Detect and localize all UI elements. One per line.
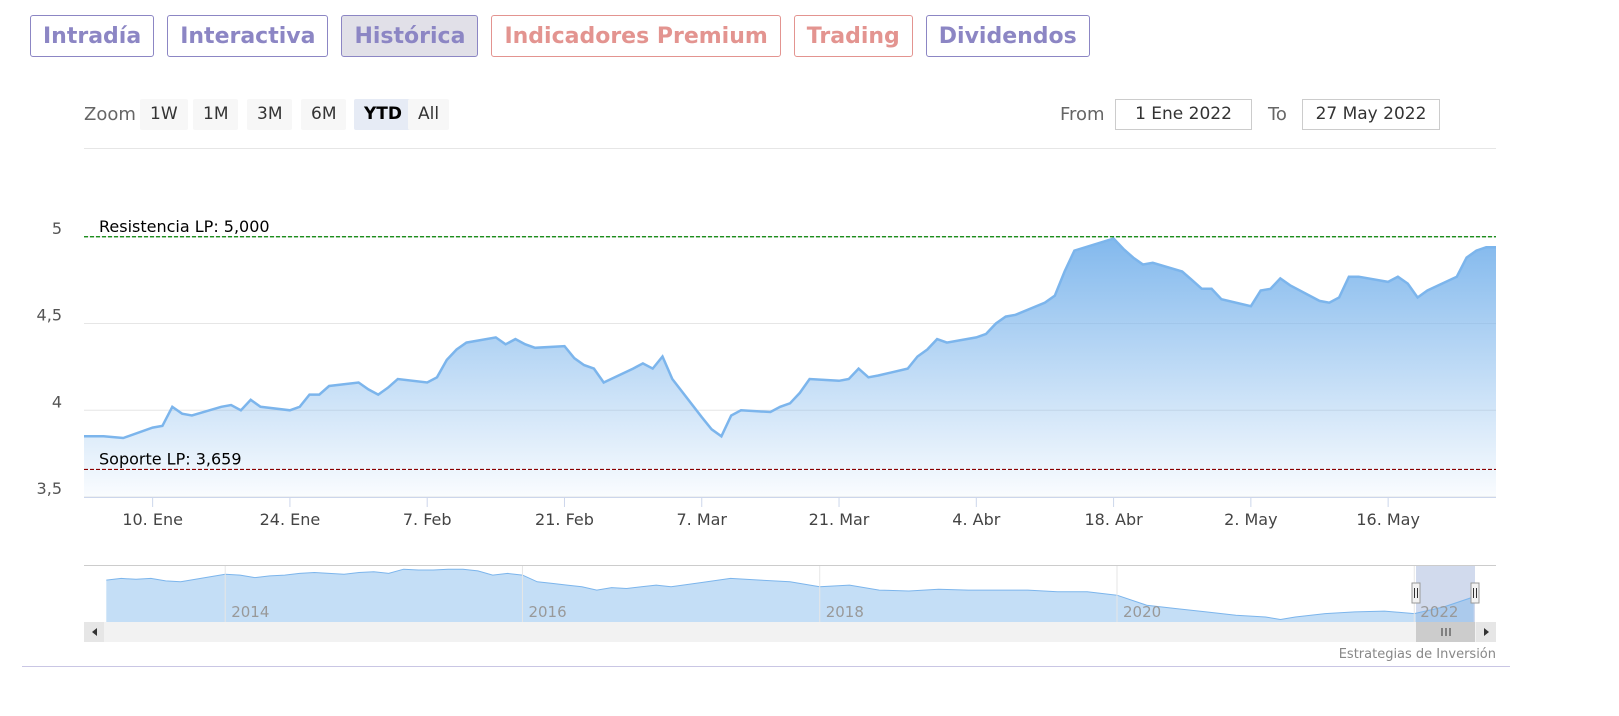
y-tick-label: 3,5 — [37, 479, 62, 498]
scrollbar-track[interactable] — [84, 622, 1496, 642]
to-label: To — [1268, 104, 1287, 125]
x-tick-label: 7. Feb — [403, 510, 452, 529]
plot-line-label: Resistencia LP: 5,000 — [99, 217, 270, 236]
scroll-left-arrow — [92, 628, 97, 636]
navigator-tick-label: 2018 — [826, 603, 864, 621]
navigator-handle — [1411, 582, 1421, 604]
x-tick-label: 24. Ene — [260, 510, 321, 529]
x-tick-label: 16. May — [1356, 510, 1420, 529]
tab[interactable]: Indicadores Premium — [491, 15, 781, 57]
x-tick-label: 18. Abr — [1084, 510, 1143, 529]
from-label: From — [1060, 104, 1105, 125]
navigator-handle-grip — [1414, 588, 1418, 598]
x-tick-label: 4. Abr — [952, 510, 1000, 529]
credits: Estrategias de Inversión — [1339, 647, 1496, 662]
x-tick-label: 7. Mar — [676, 510, 727, 529]
x-tick-label: 21. Mar — [809, 510, 870, 529]
navigator-tick-label: 2022 — [1420, 603, 1458, 621]
zoom-button[interactable]: 6M — [301, 99, 347, 130]
zoom-label: Zoom — [84, 104, 136, 125]
area-line — [84, 237, 1496, 440]
zoom-button[interactable]: 1W — [140, 99, 188, 130]
navigator-handle-grip — [1473, 588, 1477, 598]
tab[interactable]: Intradía — [30, 15, 155, 57]
plot-line-label: Soporte LP: 3,659 — [99, 449, 242, 468]
navigator-handle — [1470, 582, 1480, 604]
from-input[interactable]: 1 Ene 2022 — [1115, 99, 1252, 130]
tab-bar: Intradía Interactiva Histórica Indicadores … — [30, 15, 1090, 57]
zoom-button[interactable]: YTD — [354, 99, 413, 130]
navigator-mask — [1416, 565, 1475, 622]
area-line — [106, 568, 1474, 621]
x-tick-label: 10. Ene — [122, 510, 183, 529]
area-fill — [84, 238, 1496, 497]
x-tick-label: 21. Feb — [535, 510, 594, 529]
y-tick-label: 4 — [52, 392, 62, 411]
y-tick-label: 4,5 — [37, 306, 62, 325]
tab[interactable]: Dividendos — [925, 15, 1090, 57]
navigator-tick-label: 2016 — [528, 603, 566, 621]
tab[interactable]: Trading — [793, 15, 913, 57]
x-tick-label: 2. May — [1224, 510, 1277, 529]
scrollbar-grip — [1441, 628, 1451, 636]
scroll-right-arrow — [1484, 628, 1489, 636]
zoom-button[interactable]: 3M — [247, 99, 293, 130]
tab[interactable]: Interactiva — [167, 15, 329, 57]
navigator-tick-label: 2020 — [1123, 603, 1161, 621]
y-tick-label: 5 — [52, 219, 62, 238]
zoom-button[interactable]: 1M — [193, 99, 239, 130]
to-input[interactable]: 27 May 2022 — [1302, 99, 1440, 130]
area-fill — [106, 569, 1474, 622]
navigator-tick-label: 2014 — [231, 603, 269, 621]
tab[interactable]: Histórica — [341, 15, 479, 57]
zoom-button[interactable]: All — [408, 99, 450, 130]
